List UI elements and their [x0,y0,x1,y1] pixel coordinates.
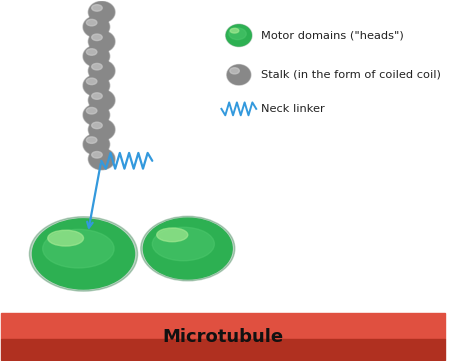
Ellipse shape [88,31,115,52]
Ellipse shape [227,25,251,46]
Ellipse shape [89,2,114,22]
Ellipse shape [32,219,135,289]
Ellipse shape [88,60,115,82]
Ellipse shape [230,28,239,33]
Text: Stalk (in the form of coiled coil): Stalk (in the form of coiled coil) [261,70,441,80]
Text: Neck linker: Neck linker [261,104,325,114]
Ellipse shape [86,19,97,26]
Ellipse shape [83,45,109,67]
Ellipse shape [141,216,235,281]
Ellipse shape [43,229,114,268]
Ellipse shape [89,119,114,140]
Ellipse shape [89,31,114,52]
Ellipse shape [83,16,109,38]
Ellipse shape [84,105,109,125]
Ellipse shape [157,228,188,242]
Ellipse shape [91,64,102,70]
Ellipse shape [88,1,115,23]
Ellipse shape [89,90,114,110]
Ellipse shape [89,149,114,169]
Bar [1,339,445,360]
Ellipse shape [86,49,97,55]
Ellipse shape [83,134,109,155]
Text: Motor domains ("heads"): Motor domains ("heads") [261,30,404,40]
Ellipse shape [144,218,232,279]
Bar [1,313,445,339]
Ellipse shape [91,34,102,40]
Ellipse shape [88,90,115,111]
Ellipse shape [48,230,83,246]
Text: Microtubule: Microtubule [163,328,284,346]
Ellipse shape [88,119,115,140]
Ellipse shape [226,24,252,47]
Ellipse shape [229,28,246,40]
Ellipse shape [83,104,109,126]
Ellipse shape [84,134,109,155]
Ellipse shape [84,75,109,96]
Ellipse shape [29,217,137,291]
Ellipse shape [86,137,97,143]
Ellipse shape [83,75,109,96]
Ellipse shape [227,65,251,85]
Ellipse shape [84,17,109,37]
Ellipse shape [89,61,114,81]
Ellipse shape [230,68,239,74]
Ellipse shape [91,93,102,99]
Ellipse shape [91,122,102,129]
Ellipse shape [86,78,97,84]
Ellipse shape [228,65,250,84]
Ellipse shape [88,148,115,170]
Ellipse shape [84,46,109,66]
Ellipse shape [91,5,102,11]
Ellipse shape [86,108,97,114]
Ellipse shape [152,227,214,261]
Ellipse shape [91,152,102,158]
